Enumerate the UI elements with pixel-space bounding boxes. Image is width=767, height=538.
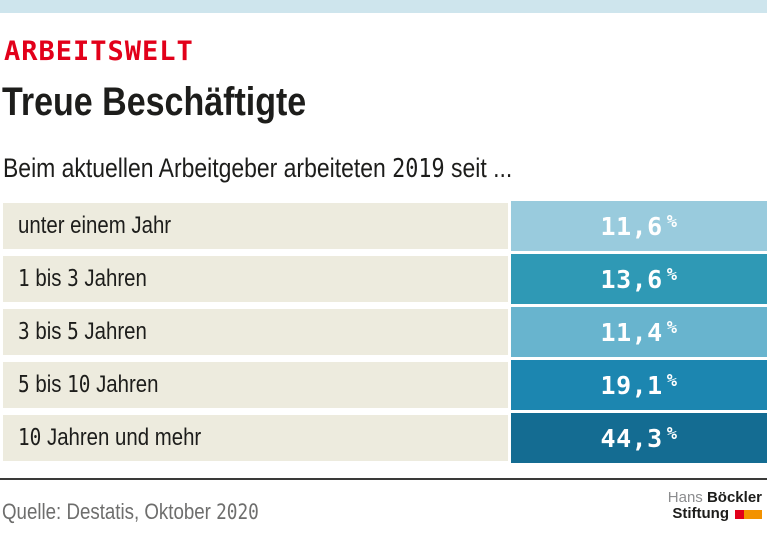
logo-text-hans: Hans [667,489,703,506]
row-value: 13,6 [600,264,663,294]
percent-sign: % [666,371,678,391]
table-row: 10 Jahren und mehr 44,3% [3,413,767,463]
percent-sign: % [666,212,678,232]
footer-divider [0,478,767,480]
row-value-cell: 13,6% [511,254,767,304]
top-accent-bar [0,0,767,13]
logo-line-2: Stiftung [668,506,762,522]
table-row: 1 bis 3 Jahren 13,6% [3,254,767,304]
logo-mark-orange [744,509,762,519]
row-label: 5 bis 10 Jahren [3,362,508,408]
subtitle: Beim aktuellen Arbeitgeber arbeiteten 20… [3,153,602,184]
percent-sign: % [666,265,678,285]
kicker: ARBEITSWELT [4,36,194,67]
logo-text-stiftung: Stiftung [672,505,729,522]
subtitle-text: Beim aktuellen Arbeitgeber arbeiteten 20… [3,153,513,184]
table-row: unter einem Jahr 11,6% [3,201,767,251]
logo-text-boeckler: Böckler [706,489,762,506]
percent-sign: % [666,424,678,444]
table-row: 5 bis 10 Jahren 19,1% [3,360,767,410]
row-value-cell: 44,3% [511,413,767,463]
page-title: Treue Beschäftigte [2,80,360,125]
row-value: 44,3 [600,423,663,453]
row-value: 11,6 [600,211,663,241]
percent-sign: % [666,318,678,338]
row-label: 3 bis 5 Jahren [3,309,508,355]
row-value: 11,4 [600,317,663,347]
logo-mark-red [735,509,744,519]
row-value: 19,1 [600,370,663,400]
row-label: 10 Jahren und mehr [3,415,508,461]
row-label: unter einem Jahr [3,203,508,249]
row-label: 1 bis 3 Jahren [3,256,508,302]
row-value-cell: 19,1% [511,360,767,410]
brand-logo: Hans Böckler Stiftung [668,490,762,522]
row-value-cell: 11,6% [511,201,767,251]
logo-mark [735,509,762,519]
page-title-text: Treue Beschäftigte [2,80,307,124]
source-note: Quelle: Destatis, Oktober 2020 [2,499,259,524]
logo-line-1: Hans Böckler [668,490,762,506]
table-row: 3 bis 5 Jahren 11,4% [3,307,767,357]
data-table: unter einem Jahr 11,6% 1 bis 3 Jahren 13… [3,201,767,466]
row-value-cell: 11,4% [511,307,767,357]
